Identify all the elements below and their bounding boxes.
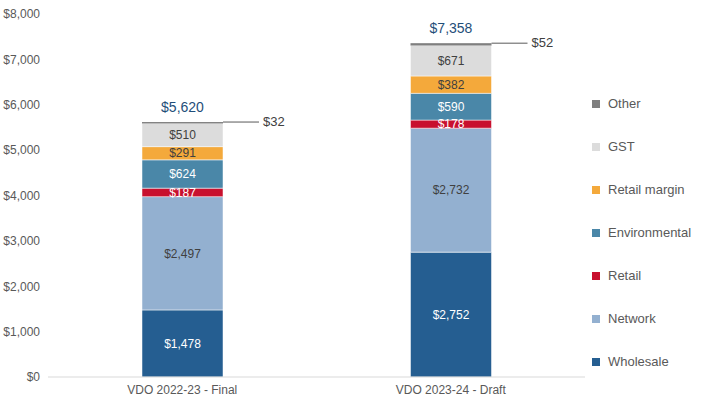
- svg-text:VDO 2022-23 - Final: VDO 2022-23 - Final: [127, 383, 237, 397]
- svg-text:$5,000: $5,000: [3, 143, 40, 157]
- html-text:Other: Other: [608, 96, 641, 111]
- svg-text:$2,732: $2,732: [433, 183, 470, 197]
- svg-text:$8,000: $8,000: [3, 7, 40, 21]
- svg-text:VDO 2023-24 - Draft: VDO 2023-24 - Draft: [396, 383, 507, 397]
- svg-text:$7,358: $7,358: [430, 20, 473, 36]
- svg-text:$6,000: $6,000: [3, 98, 40, 112]
- svg-text:$1,478: $1,478: [164, 337, 201, 351]
- svg-text:$5,620: $5,620: [161, 99, 204, 115]
- html-text:Environmental: Environmental: [608, 225, 692, 240]
- svg-text:$178: $178: [438, 117, 465, 131]
- svg-text:$187: $187: [169, 186, 196, 200]
- html-text:Wholesale: Wholesale: [608, 354, 669, 369]
- svg-text:$2,752: $2,752: [433, 308, 470, 322]
- svg-text:$1,000: $1,000: [3, 325, 40, 339]
- svg-text:$590: $590: [438, 100, 465, 114]
- svg-text:$7,000: $7,000: [3, 53, 40, 67]
- html-text:Retail margin: Retail margin: [608, 182, 685, 197]
- svg-text:$3,000: $3,000: [3, 234, 40, 248]
- svg-text:$671: $671: [438, 54, 465, 68]
- svg-text:$2,497: $2,497: [164, 247, 201, 261]
- svg-text:$0: $0: [27, 370, 41, 384]
- html-text:Retail: Retail: [608, 268, 642, 283]
- svg-text:$624: $624: [169, 167, 196, 181]
- svg-text:$4,000: $4,000: [3, 189, 40, 203]
- svg-text:$382: $382: [438, 78, 465, 92]
- svg-text:$32: $32: [263, 114, 285, 129]
- svg-text:$52: $52: [532, 35, 554, 50]
- svg-text:$510: $510: [169, 128, 196, 142]
- svg-text:$2,000: $2,000: [3, 280, 40, 294]
- html-text:GST: GST: [608, 139, 635, 154]
- html-text:Network: Network: [608, 311, 656, 326]
- svg-text:$291: $291: [169, 146, 196, 160]
